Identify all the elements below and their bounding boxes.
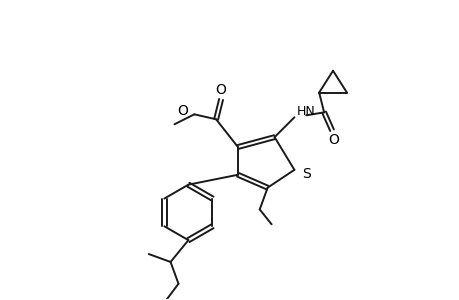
- Text: O: O: [328, 133, 339, 147]
- Text: O: O: [177, 104, 188, 118]
- Text: HN: HN: [296, 105, 314, 118]
- Text: S: S: [302, 167, 310, 181]
- Text: O: O: [215, 82, 226, 97]
